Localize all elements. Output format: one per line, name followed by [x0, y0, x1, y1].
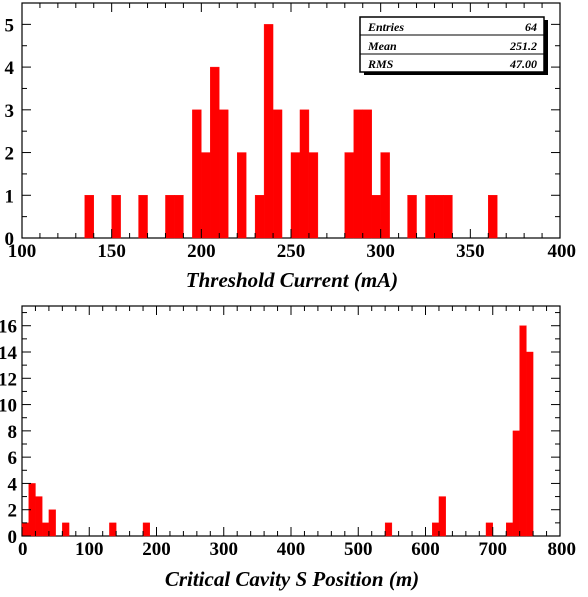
x-tick-label: 200 [187, 241, 216, 262]
stat-label-rms: RMS [367, 57, 394, 71]
cavity-position-histogram: 0 100 200 300 400 500 600 700 800 0246810121416 … [0, 305, 576, 591]
histogram-bar [263, 24, 274, 239]
histogram-bar [62, 522, 70, 537]
histogram-bar [443, 195, 453, 239]
x-tick-label: 500 [344, 539, 373, 560]
x-tick-label: 100 [8, 241, 37, 262]
histogram-bar [485, 522, 493, 537]
x-tick-label: 250 [277, 241, 306, 262]
histogram-bar [425, 195, 435, 239]
histogram-bar [506, 522, 514, 537]
stat-label-entries: Entries [367, 20, 404, 34]
histogram-bar [48, 509, 56, 537]
x-tick-label: 700 [479, 539, 508, 560]
histogram-bar [438, 496, 446, 537]
x-tick-labels: 0 100 200 300 400 500 600 700 800 [18, 539, 576, 560]
x-tick-label: 150 [97, 241, 126, 262]
y-tick-label: 1 [5, 186, 15, 207]
stat-value-rms: 47.00 [509, 57, 537, 71]
x-tick-label: 800 [548, 539, 577, 560]
histogram-bar [254, 195, 265, 239]
histogram-bar [35, 496, 43, 537]
histogram-bars [84, 24, 498, 239]
y-tick-label: 10 [0, 396, 17, 417]
histogram-bar [432, 522, 440, 537]
x-tick-label: 0 [18, 539, 28, 560]
x-axis-title: Critical Cavity S Position (m) [165, 567, 419, 591]
y-tick-label: 2 [5, 144, 15, 165]
histogram-bar [512, 430, 520, 537]
y-tick-label: 3 [5, 101, 15, 122]
histogram-bar [290, 152, 301, 239]
x-tick-label: 300 [366, 241, 395, 262]
histogram-bar [344, 152, 354, 239]
x-tick-label: 400 [277, 539, 306, 560]
stats-box: Entries 64 Mean 251.2 RMS 47.00 [359, 16, 548, 75]
x-tick-label: 200 [142, 539, 171, 560]
threshold-current-histogram: 100 150 200 250 300 350 400 0 1 2 3 4 5 Threshold C… [5, 2, 576, 292]
histogram-bar [201, 152, 211, 239]
histogram-bar [488, 195, 498, 239]
histogram-bar [109, 522, 117, 537]
y-tick-label: 14 [0, 343, 18, 364]
histogram-bar [236, 152, 247, 239]
stats-box-frame [359, 16, 545, 73]
histogram-bar [371, 195, 381, 239]
histogram-bar [308, 152, 319, 239]
histogram-bar [299, 109, 310, 239]
histogram-bar [142, 522, 150, 537]
y-tick-labels: 0 2 4 6 8 10 12 14 16 [0, 317, 18, 548]
x-tick-label: 350 [456, 241, 485, 262]
stat-value-entries: 64 [525, 20, 537, 34]
histogram-bar [384, 522, 393, 537]
axis-ticks [21, 2, 561, 239]
plot-frame [21, 305, 561, 537]
y-tick-label: 4 [5, 58, 15, 79]
x-tick-label: 600 [411, 539, 440, 560]
histogram-bar [138, 195, 148, 239]
histogram-bar [434, 195, 444, 239]
y-tick-label: 8 [8, 422, 18, 443]
histogram-bar [192, 109, 202, 239]
stat-label-mean: Mean [367, 39, 397, 53]
y-tick-label: 6 [8, 448, 18, 469]
histogram-bar [219, 109, 229, 239]
y-tick-label: 5 [5, 15, 15, 36]
histogram-bar [526, 351, 534, 537]
y-tick-label: 0 [8, 527, 18, 548]
histogram-bar [41, 522, 50, 537]
histogram-bar [362, 109, 372, 239]
x-tick-label: 100 [75, 539, 104, 560]
histogram-bar [210, 66, 220, 239]
histogram-bar [519, 325, 527, 537]
histogram-bar [380, 152, 390, 239]
axis-ticks [21, 306, 561, 537]
x-tick-label: 400 [548, 241, 577, 262]
histogram-bar [272, 109, 283, 239]
histogram-bars [21, 325, 534, 537]
stat-value-mean: 251.2 [509, 39, 537, 53]
x-tick-label: 300 [210, 539, 239, 560]
histogram-bar [21, 522, 29, 537]
y-tick-label: 0 [5, 229, 15, 250]
histogram-bar [84, 195, 94, 239]
y-tick-label: 12 [0, 369, 17, 390]
histogram-bar [165, 195, 175, 239]
histogram-bar [407, 195, 417, 239]
x-tick-labels: 100 150 200 250 300 350 400 [8, 241, 576, 262]
y-tick-labels: 0 1 2 3 4 5 [5, 15, 15, 250]
histogram-bar [174, 195, 184, 239]
histogram-bar [111, 195, 121, 239]
y-tick-label: 2 [8, 501, 18, 522]
x-axis-title: Threshold Current (mA) [186, 268, 398, 292]
histogram-bar [353, 109, 363, 239]
y-tick-label: 16 [0, 317, 17, 338]
y-tick-label: 4 [8, 474, 18, 495]
